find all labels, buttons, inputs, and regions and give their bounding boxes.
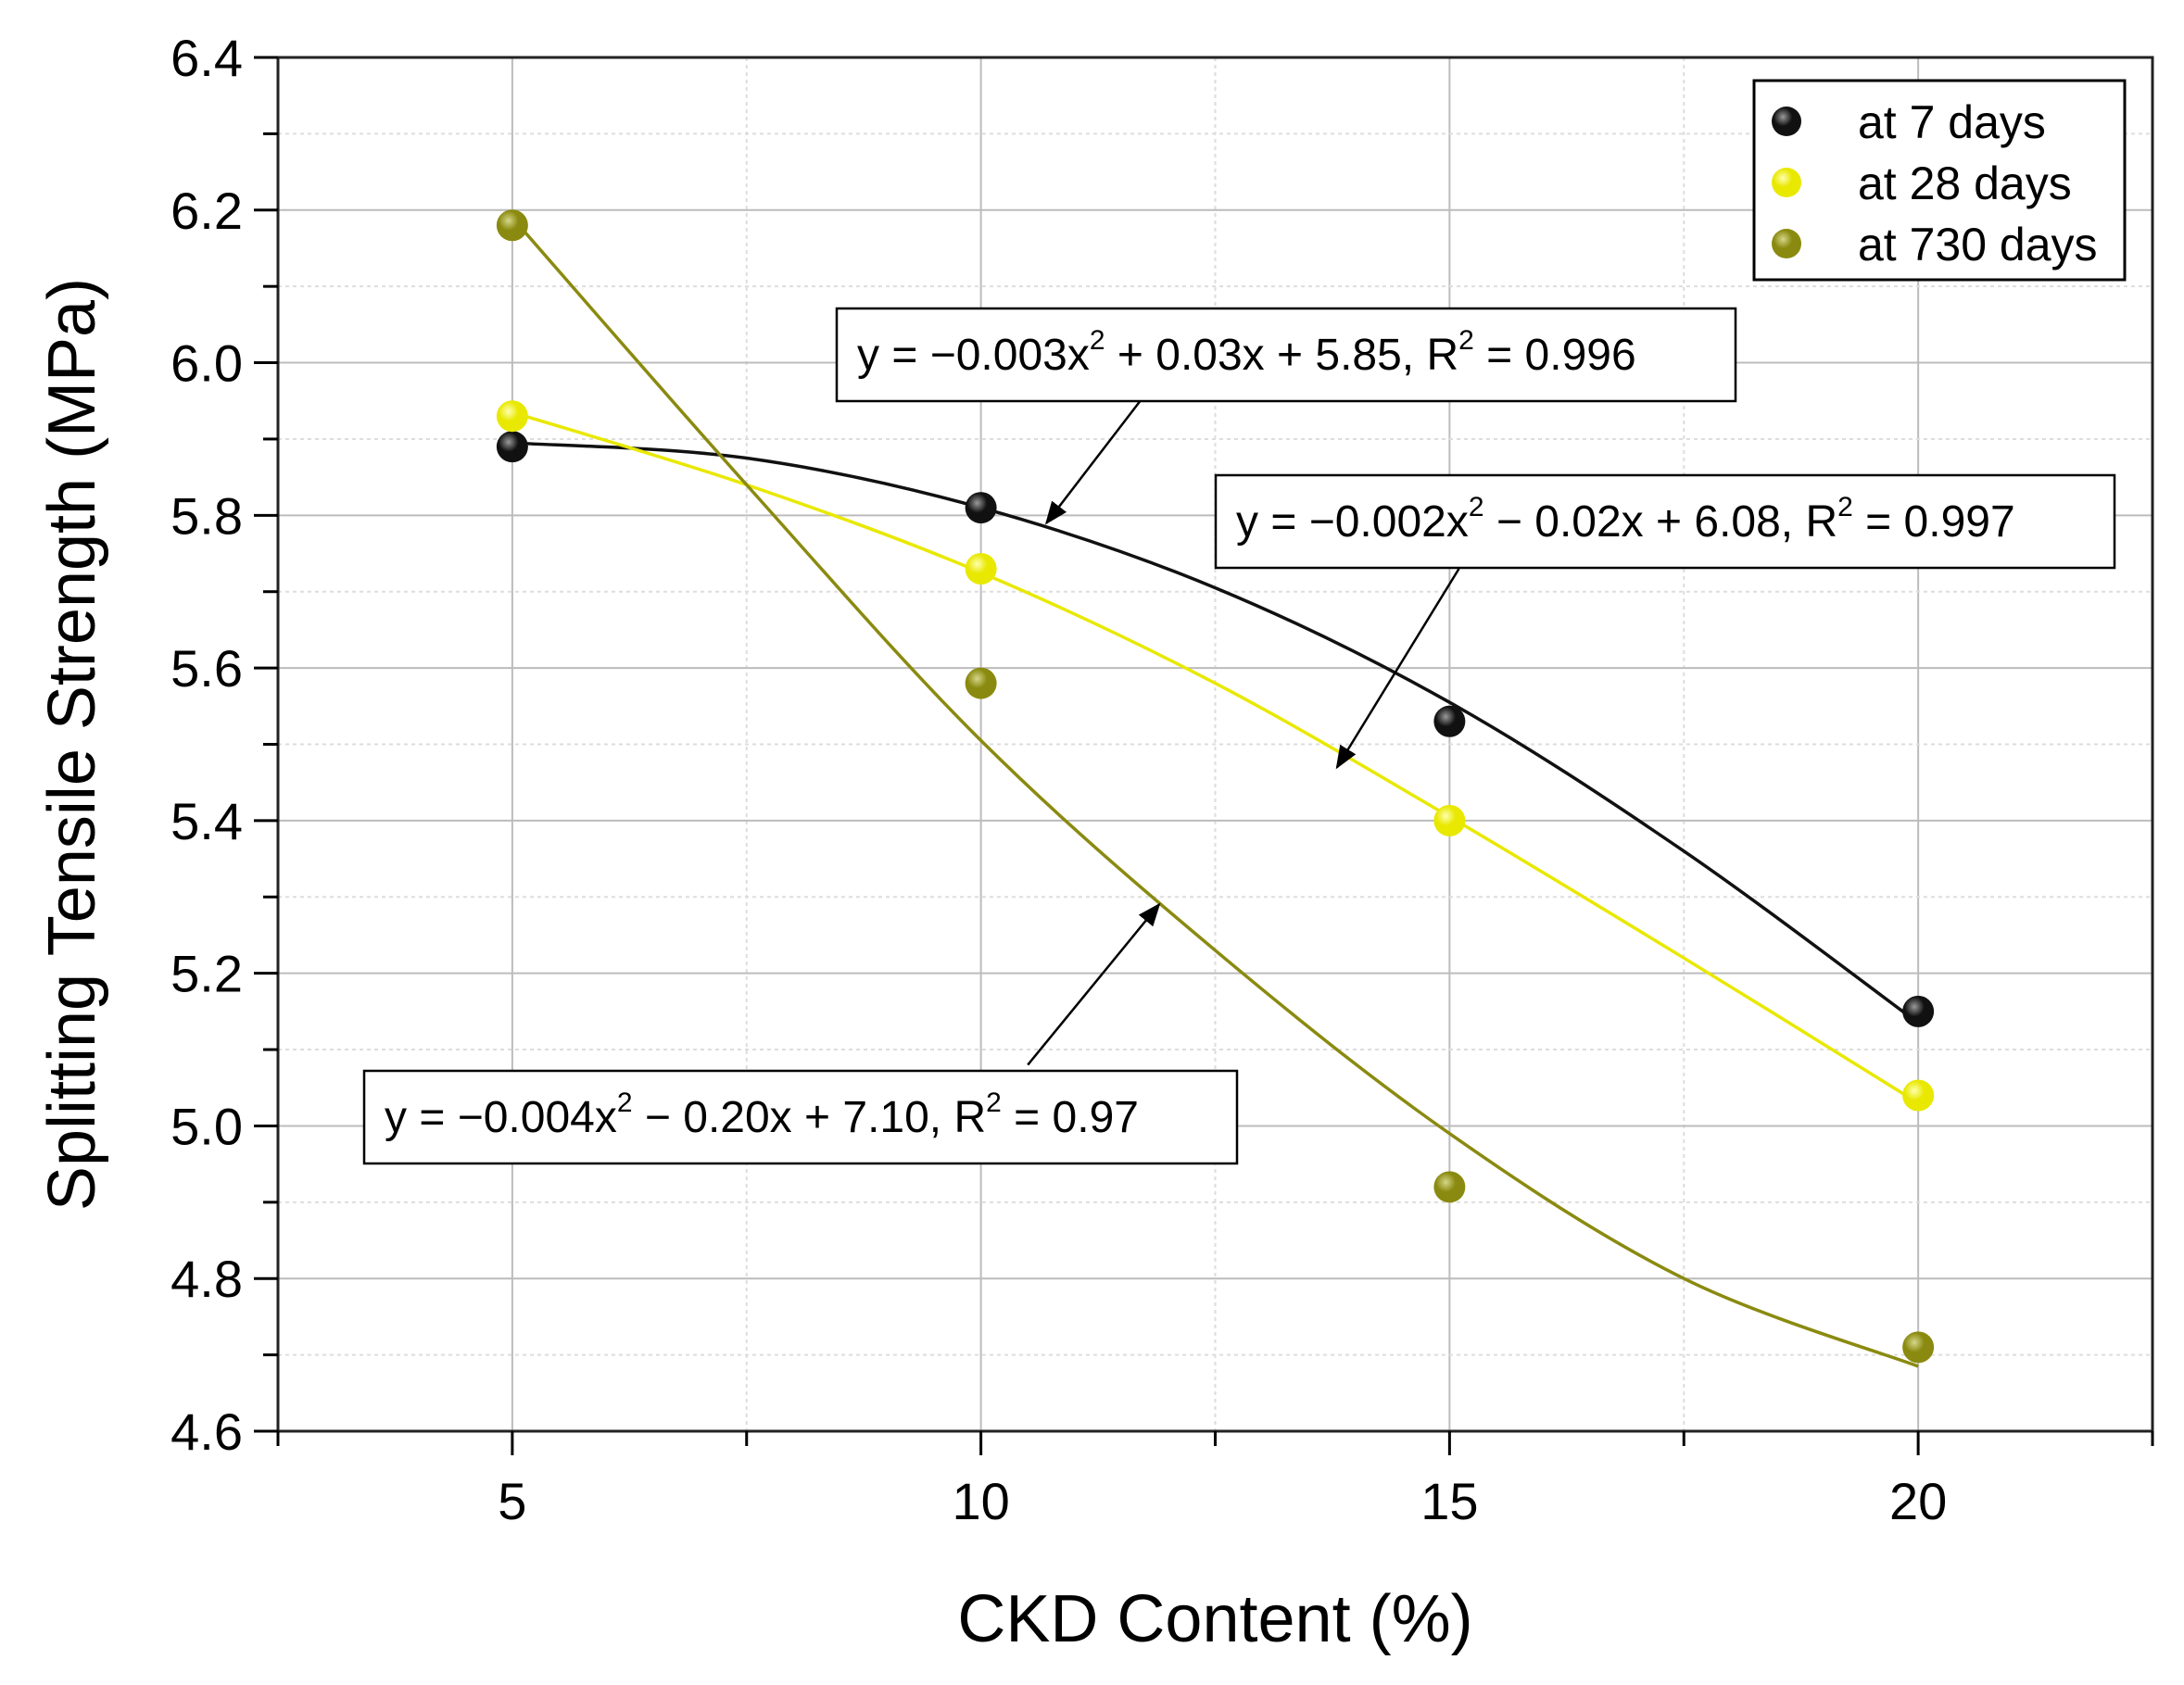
equation-part: y = −0.003x xyxy=(857,331,1090,380)
point-at-7-days xyxy=(496,431,528,463)
equation-part: + 0.03x + 5.85, R xyxy=(1105,331,1459,380)
annotation-arrow xyxy=(1335,568,1460,770)
y-tick-label: 4.6 xyxy=(170,1402,243,1461)
x-tick-label: 5 xyxy=(498,1472,526,1530)
point-at-28-days xyxy=(496,400,528,433)
equation-box xyxy=(835,307,1737,403)
annotation-arrow xyxy=(1044,399,1142,525)
x-axis-title: CKD Content (%) xyxy=(957,1582,1472,1656)
equation-superscript: 2 xyxy=(617,1088,633,1118)
legend-label: at 7 days xyxy=(1858,96,2046,148)
y-tick-label: 5.6 xyxy=(170,639,243,698)
point-at-28-days xyxy=(1902,1079,1935,1112)
legend-item-at-7-days: at 7 days xyxy=(1772,96,2046,148)
equation-text: y = −0.004x2 − 0.20x + 7.10, R2 = 0.97 xyxy=(385,1088,1139,1142)
equation-box xyxy=(362,1069,1239,1165)
legend-label: at 730 days xyxy=(1858,219,2098,270)
equation-superscript: 2 xyxy=(1469,492,1484,522)
y-tick-label: 5.8 xyxy=(170,486,243,545)
annotation-at-7-days: y = −0.003x2 + 0.03x + 5.85, R2 = 0.996 xyxy=(835,307,1737,525)
equation-text: y = −0.002x2 − 0.02x + 6.08, R2 = 0.997 xyxy=(1236,492,2015,547)
legend-item-at-28-days: at 28 days xyxy=(1772,157,2072,209)
point-at-730-days xyxy=(496,209,528,242)
y-tick-label: 4.8 xyxy=(170,1250,243,1308)
annotation-arrow xyxy=(1027,902,1161,1066)
y-tick-label: 5.0 xyxy=(170,1097,243,1155)
y-tick-label: 6.2 xyxy=(170,182,243,240)
equation-part: − 0.02x + 6.08, R xyxy=(1484,497,1838,547)
point-at-730-days xyxy=(1433,1171,1466,1203)
axis-ticks xyxy=(254,56,2154,1455)
y-tick-label: 6.0 xyxy=(170,334,243,393)
y-tick-label: 5.4 xyxy=(170,792,243,850)
point-at-7-days xyxy=(965,492,997,524)
data-points xyxy=(496,209,1935,1364)
equation-part: = 0.97 xyxy=(1002,1093,1139,1142)
tick-labels: 5 10 15 20 4.6 4.8 5.0 5.2 5.4 5.6 5.8 6.0 6.2 6.4 xyxy=(170,29,1947,1530)
equation-part: − 0.20x + 7.10, R xyxy=(633,1093,987,1142)
equation-box xyxy=(1214,473,2116,570)
legend: at 7 days at 28 days at 730 days xyxy=(1752,79,2127,282)
point-at-7-days xyxy=(1902,995,1935,1027)
point-at-730-days xyxy=(965,667,997,699)
annotation-at-28-days: y = −0.002x2 − 0.02x + 6.08, R2 = 0.997 xyxy=(1214,473,2116,770)
equation-text: y = −0.003x2 + 0.03x + 5.85, R2 = 0.996 xyxy=(857,325,1636,380)
equation-superscript: 2 xyxy=(1458,325,1474,356)
fit-curve-at-7-days xyxy=(511,441,1920,1025)
fit-curve-at-730-days xyxy=(511,216,1919,1368)
equation-superscript: 2 xyxy=(1837,492,1853,522)
y-axis-title: Splitting Tensile Strength (MPa) xyxy=(35,278,109,1211)
legend-box xyxy=(1752,79,2127,282)
legend-marker xyxy=(1772,107,1801,136)
y-tick-label: 5.2 xyxy=(170,945,243,1003)
equation-part: y = −0.002x xyxy=(1236,497,1469,547)
y-tick-label: 6.4 xyxy=(170,29,243,87)
point-at-7-days xyxy=(1433,705,1466,737)
x-tick-label: 10 xyxy=(952,1472,1009,1530)
equation-part: y = −0.004x xyxy=(385,1093,617,1142)
point-at-28-days xyxy=(965,553,997,585)
legend-label: at 28 days xyxy=(1858,157,2072,209)
annotations: y = −0.003x2 + 0.03x + 5.85, R2 = 0.996y… xyxy=(362,307,2116,1165)
point-at-28-days xyxy=(1433,804,1466,836)
equation-superscript: 2 xyxy=(1090,325,1105,356)
legend-item-at-730-days: at 730 days xyxy=(1772,219,2098,270)
equation-part: = 0.997 xyxy=(1853,497,2015,547)
equation-superscript: 2 xyxy=(986,1088,1002,1118)
fit-curves xyxy=(511,216,1920,1368)
x-tick-label: 15 xyxy=(1420,1472,1478,1530)
annotation-at-730-days: y = −0.004x2 − 0.20x + 7.10, R2 = 0.97 xyxy=(362,902,1239,1165)
legend-marker xyxy=(1772,229,1801,258)
legend-marker xyxy=(1772,168,1801,197)
point-at-730-days xyxy=(1902,1331,1935,1364)
equation-part: = 0.996 xyxy=(1474,331,1636,380)
x-tick-label: 20 xyxy=(1889,1472,1947,1530)
